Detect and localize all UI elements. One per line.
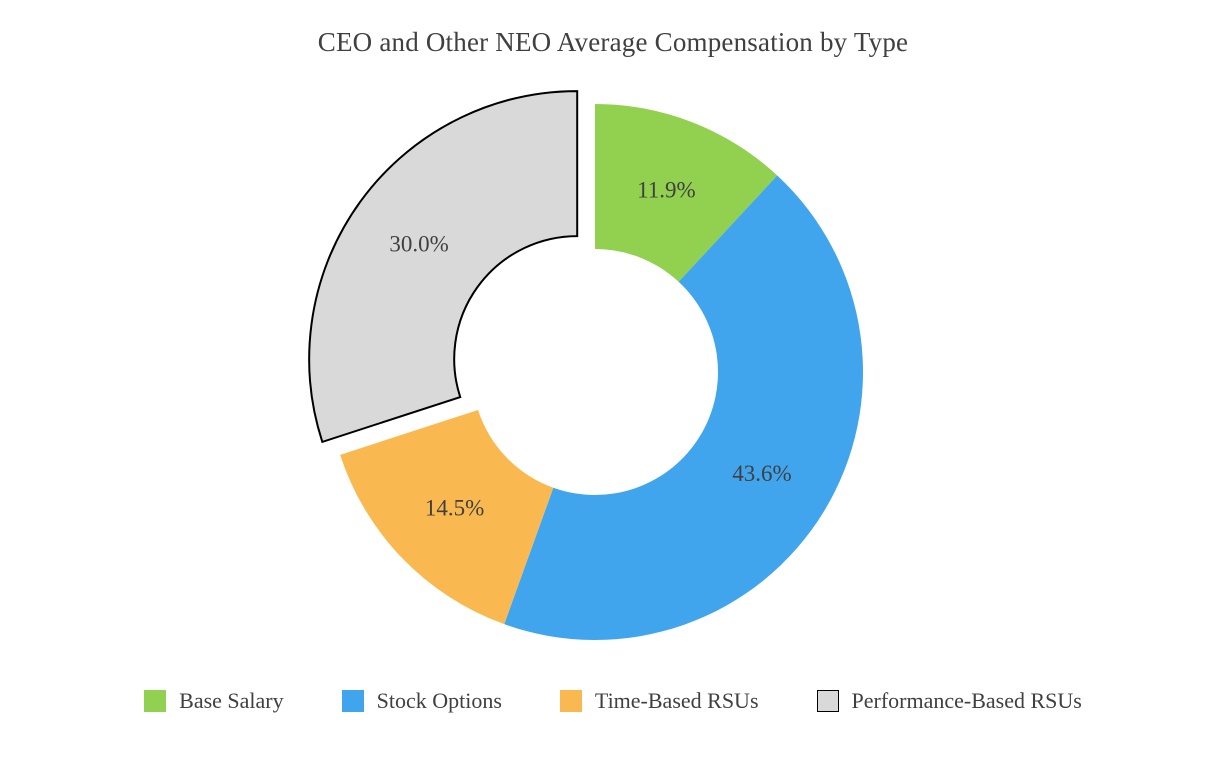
slice-performance-based-rsus: [308, 90, 579, 444]
donut-chart: 11.9% 43.6% 14.5% 30.0%: [308, 90, 864, 641]
legend-swatch-stock-options: [341, 690, 364, 712]
chart-title: CEO and Other NEO Average Compensation b…: [317, 27, 909, 57]
legend-item-performance-based-rsus: Performance-Based RSUs: [816, 688, 1082, 714]
slice-label-stock-options: 43.6%: [732, 461, 791, 486]
slice-base-salary: [595, 104, 778, 282]
legend-swatch-performance-based-rsus: [816, 690, 839, 712]
legend-item-time-based-rsus: Time-Based RSUs: [559, 688, 759, 714]
legend: Base Salary Stock Options Time-Based RSU…: [0, 688, 1226, 714]
slice-label-performance-based-rsus: 30.0%: [389, 232, 448, 257]
slice-time-based-rsus: [340, 410, 554, 625]
legend-label-performance-based-rsus: Performance-Based RSUs: [851, 688, 1082, 713]
legend-item-base-salary: Base Salary: [144, 688, 284, 714]
slice-label-time-based-rsus: 14.5%: [425, 496, 484, 521]
legend-swatch-base-salary: [144, 690, 167, 712]
legend-label-base-salary: Base Salary: [179, 688, 284, 713]
legend-swatch-time-based-rsus: [559, 690, 582, 712]
legend-label-stock-options: Stock Options: [376, 688, 502, 713]
legend-label-time-based-rsus: Time-Based RSUs: [594, 688, 759, 713]
legend-item-stock-options: Stock Options: [341, 688, 502, 714]
slice-stock-options: [504, 175, 864, 641]
slice-label-base-salary: 11.9%: [637, 178, 696, 203]
